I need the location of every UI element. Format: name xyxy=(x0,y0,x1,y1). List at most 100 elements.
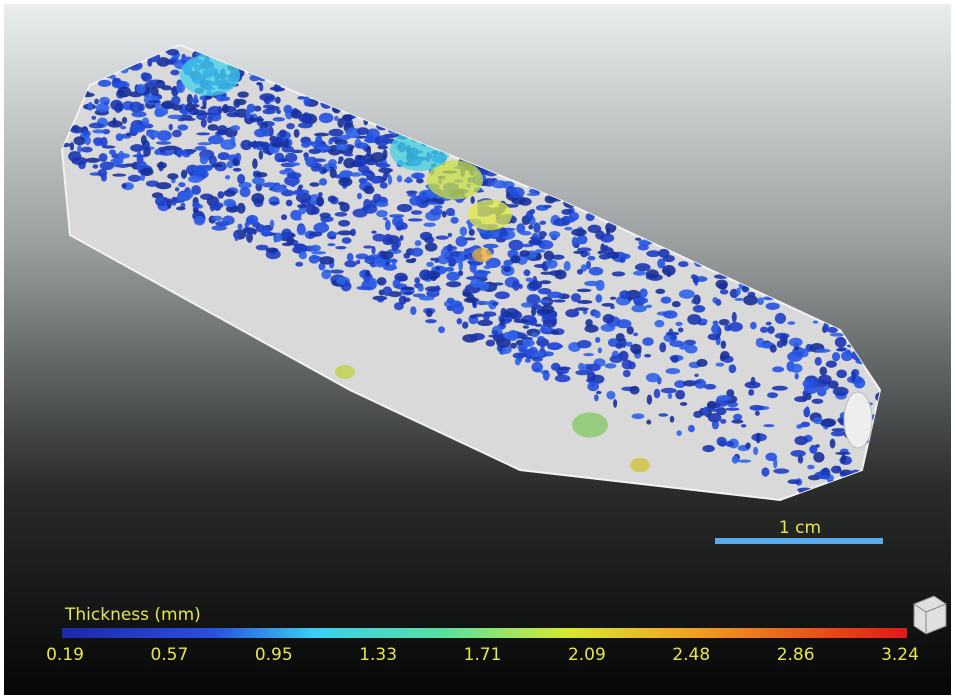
speckle xyxy=(369,278,377,286)
speckle xyxy=(350,172,362,177)
speckle xyxy=(675,390,685,400)
speckle xyxy=(275,97,281,104)
speckle xyxy=(169,124,173,131)
speckle xyxy=(632,349,641,354)
speckle xyxy=(770,345,777,353)
speckle xyxy=(196,132,210,135)
speckle xyxy=(488,334,504,337)
speckle xyxy=(170,70,179,76)
speckle xyxy=(256,172,267,177)
speckle xyxy=(520,231,532,236)
speckle xyxy=(726,408,740,411)
speckle xyxy=(693,305,706,313)
speckle xyxy=(191,185,201,195)
speckle xyxy=(298,122,313,128)
speckle xyxy=(538,231,547,237)
speckle xyxy=(589,267,604,276)
speckle xyxy=(200,156,208,165)
speckle xyxy=(555,375,571,383)
speckle xyxy=(798,455,804,463)
speckle xyxy=(540,345,544,348)
speckle xyxy=(588,256,596,261)
speckle xyxy=(711,324,720,334)
speckle xyxy=(575,307,589,311)
speckle xyxy=(619,257,625,263)
speckle xyxy=(594,394,599,401)
speckle xyxy=(622,360,633,370)
colorbar-tick-label: 2.86 xyxy=(777,645,815,665)
speckle xyxy=(86,158,100,163)
speckle xyxy=(831,431,845,436)
speckle xyxy=(209,0,217,1)
speckle xyxy=(344,153,353,157)
speckle xyxy=(750,322,757,330)
speckle xyxy=(155,149,161,155)
speckle xyxy=(168,115,183,120)
speckle xyxy=(469,229,475,236)
speckle xyxy=(155,196,167,206)
speckle xyxy=(491,330,498,335)
speckle xyxy=(451,217,459,224)
speckle xyxy=(182,0,190,1)
speckle xyxy=(790,364,802,373)
speckle xyxy=(137,151,141,158)
speckle xyxy=(610,297,616,300)
speckle xyxy=(89,123,104,129)
speckle xyxy=(132,0,137,2)
speckle xyxy=(197,142,211,145)
speckle xyxy=(445,267,454,272)
speckle xyxy=(610,355,623,363)
speckle xyxy=(532,357,543,362)
speckle xyxy=(330,269,344,273)
speckle xyxy=(595,337,600,343)
speckle xyxy=(347,253,354,262)
speckle xyxy=(319,113,334,123)
speckle xyxy=(529,317,537,325)
speckle xyxy=(551,363,561,371)
speckle xyxy=(336,144,348,151)
speckle xyxy=(210,203,216,212)
speckle xyxy=(533,222,540,233)
speckle xyxy=(225,0,238,5)
speckle xyxy=(598,347,602,353)
speckle xyxy=(285,153,298,163)
speckle xyxy=(669,340,684,347)
speckle xyxy=(217,125,228,135)
speckle xyxy=(364,186,375,195)
speckle xyxy=(794,396,807,402)
speckle xyxy=(391,241,399,251)
speckle xyxy=(630,386,640,395)
colorbar-title: Thickness (mm) xyxy=(64,605,201,625)
speckle xyxy=(767,392,778,398)
speckle xyxy=(330,169,337,179)
speckle xyxy=(685,345,698,354)
speckle xyxy=(286,200,293,207)
speckle xyxy=(765,453,777,462)
speckle xyxy=(363,245,373,248)
speckle xyxy=(436,267,441,271)
speckle xyxy=(854,378,866,389)
speckle xyxy=(315,147,331,150)
speckle xyxy=(81,147,93,153)
speckle xyxy=(338,201,346,205)
speckle xyxy=(297,96,305,100)
speckle xyxy=(142,118,149,126)
speckle xyxy=(610,306,615,309)
speckle xyxy=(416,178,424,183)
speckle xyxy=(259,93,275,101)
speckle xyxy=(281,214,287,220)
speckle xyxy=(356,286,371,290)
speckle xyxy=(813,320,818,323)
speckle xyxy=(322,169,328,173)
speckle xyxy=(543,370,550,381)
speckle xyxy=(349,147,353,151)
speckle xyxy=(357,193,362,199)
speckle xyxy=(252,177,265,185)
speckle xyxy=(310,245,321,252)
speckle xyxy=(826,360,837,367)
speckle xyxy=(270,201,280,204)
speckle xyxy=(569,212,579,221)
speckle xyxy=(503,261,511,267)
speckle xyxy=(544,251,554,261)
speckle xyxy=(632,413,645,419)
